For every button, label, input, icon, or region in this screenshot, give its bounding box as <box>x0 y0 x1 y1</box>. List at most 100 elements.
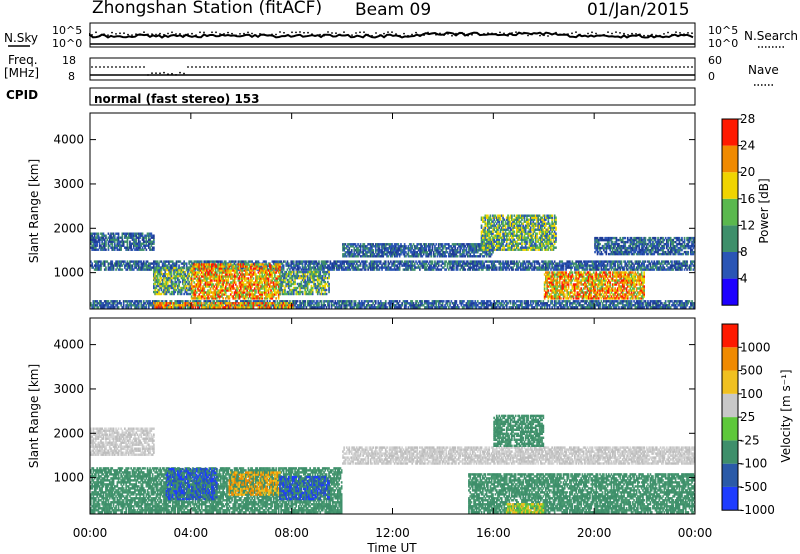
heatmap-cell <box>425 262 427 265</box>
nave-dot <box>379 66 381 68</box>
heatmap-cell <box>132 268 135 271</box>
nave-dot <box>215 66 217 68</box>
nsearch-dot <box>547 35 549 37</box>
heatmap-cell <box>434 264 436 267</box>
heatmap-cell <box>405 262 407 265</box>
heatmap-cell <box>137 262 140 265</box>
heatmap-cell <box>487 268 489 271</box>
nave-dot <box>411 66 413 68</box>
heatmap-cell <box>209 260 212 263</box>
heatmap-cell <box>349 268 352 271</box>
heatmap-cell <box>499 268 502 271</box>
nave-dot <box>295 66 297 68</box>
nave-dot <box>399 66 401 68</box>
heatmap-cell <box>102 238 105 241</box>
heatmap-cell <box>490 268 493 271</box>
heatmap-cell <box>213 262 216 265</box>
nave-dot <box>319 66 321 68</box>
heatmap-cell <box>397 268 400 271</box>
heatmap-cell <box>102 234 105 237</box>
heatmap-cell <box>417 266 420 269</box>
heatmap-cell <box>117 242 120 245</box>
heatmap-cell <box>154 262 156 265</box>
heatmap-cell <box>575 266 577 269</box>
heatmap-cell <box>562 266 565 269</box>
heatmap-cell <box>547 262 550 265</box>
heatmap-cell <box>295 268 298 271</box>
heatmap-cell <box>148 264 150 267</box>
heatmap-cell <box>103 238 106 241</box>
heatmap-cell <box>120 240 122 243</box>
nsearch-dot <box>335 32 337 35</box>
heatmap-cell <box>145 260 148 263</box>
heatmap-cell <box>446 264 449 267</box>
heatmap-cell <box>395 260 397 263</box>
heatmap-cell <box>548 264 551 267</box>
heatmap-cell <box>526 268 528 271</box>
heatmap-cell <box>448 268 450 271</box>
nave-dot <box>643 66 645 68</box>
heatmap-cell <box>144 268 146 271</box>
heatmap-cell <box>90 238 92 241</box>
nave-dot <box>491 66 493 68</box>
nave-tick-low: 0 <box>708 70 715 83</box>
heatmap-cell <box>483 262 485 265</box>
heatmap-cell <box>223 263 226 266</box>
heatmap-cell <box>146 266 149 269</box>
nave-dot <box>447 66 449 68</box>
heatmap-cell <box>222 262 224 265</box>
heatmap-cell <box>315 260 318 263</box>
heatmap-cell <box>354 264 357 267</box>
nave-dot <box>203 66 205 68</box>
nsearch-dot <box>467 34 469 37</box>
heatmap-cell <box>521 264 523 267</box>
heatmap-cell <box>308 260 310 263</box>
heatmap-cell <box>561 260 564 263</box>
heatmap-cell <box>558 260 561 263</box>
heatmap-cell <box>97 236 100 239</box>
heatmap-cell <box>400 260 402 263</box>
heatmap-cell <box>153 264 155 267</box>
nsearch-dot <box>167 32 169 35</box>
nsearch-dot <box>215 31 217 34</box>
heatmap-cell <box>139 266 141 269</box>
heatmap-cell <box>292 270 295 274</box>
heatmap-cell <box>323 266 325 269</box>
heatmap-cell <box>91 246 93 249</box>
heatmap-cell <box>163 262 165 265</box>
heatmap-cell <box>145 236 148 239</box>
heatmap-cell <box>325 262 328 265</box>
nsky-trace <box>89 31 695 45</box>
nsearch-dot <box>563 33 565 35</box>
heatmap-cell <box>430 268 432 271</box>
nsearch-dot <box>111 31 113 34</box>
nsearch-dot <box>311 33 313 35</box>
heatmap-cell <box>101 262 103 265</box>
heatmap-cell <box>406 260 409 263</box>
heatmap-cell <box>541 268 543 271</box>
nave-dot <box>487 66 489 68</box>
heatmap-cell <box>339 262 342 265</box>
heatmap-cell <box>478 266 480 269</box>
heatmap-cell <box>120 236 122 239</box>
heatmap-cell <box>547 264 550 267</box>
heatmap-cell <box>107 262 110 265</box>
nsearch-dot <box>683 33 685 36</box>
heatmap-cell <box>425 260 427 263</box>
heatmap-cell <box>111 232 114 235</box>
heatmap-cell <box>374 262 377 265</box>
heatmap-cell <box>536 262 538 265</box>
heatmap-cell <box>240 260 242 263</box>
heatmap-cell <box>281 268 284 271</box>
heatmap-cell <box>507 266 509 269</box>
nsearch-dot <box>447 33 449 35</box>
heatmap-cell <box>426 264 429 267</box>
heatmap-cell <box>492 264 494 267</box>
heatmap-cell <box>120 302 122 305</box>
heatmap-cell <box>228 260 231 263</box>
heatmap-cell <box>100 244 102 247</box>
heatmap-cell <box>415 260 417 263</box>
heatmap-cell <box>299 266 301 269</box>
heatmap-cell <box>407 262 410 265</box>
heatmap-cell <box>175 262 178 265</box>
